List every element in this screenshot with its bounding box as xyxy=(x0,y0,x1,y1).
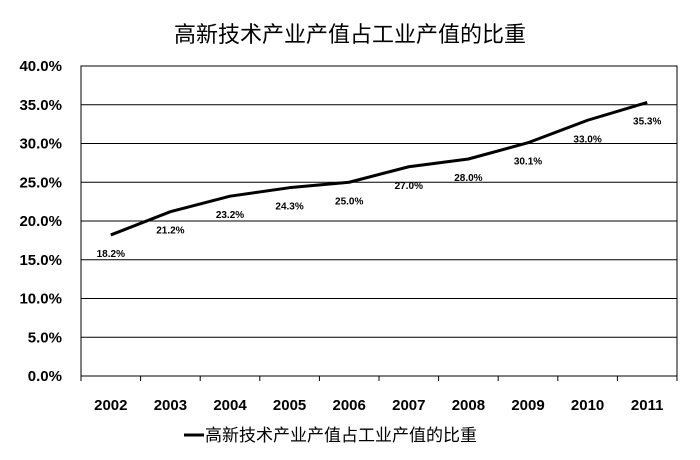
x-tick-label: 2005 xyxy=(273,397,306,414)
x-tick-label: 2009 xyxy=(511,397,544,414)
y-tick-label: 20.0% xyxy=(19,213,62,230)
y-tick-label: 30.0% xyxy=(19,136,62,153)
gridlines xyxy=(80,65,678,377)
legend: 高新技术产业产值占工业产值的比重 xyxy=(184,426,477,446)
x-axis-ticks: 2002 2003 2004 2005 2006 2007 2008 2009 2010 2011 xyxy=(80,376,678,414)
y-tick-label: 0.0% xyxy=(28,368,62,385)
data-label: 23.2% xyxy=(216,210,244,221)
x-tick-label: 2002 xyxy=(94,397,127,414)
data-label: 18.2% xyxy=(97,249,125,260)
y-tick-label: 40.0% xyxy=(19,58,62,75)
chart-title: 高新技术产业产值占工业产值的比重 xyxy=(174,23,526,48)
y-tick-label: 10.0% xyxy=(19,291,62,308)
y-tick-label: 35.0% xyxy=(19,97,62,114)
x-tick-label: 2007 xyxy=(392,397,425,414)
legend-entry: 高新技术产业产值占工业产值的比重 xyxy=(205,426,477,446)
data-labels: 18.2% 21.2% 23.2% 24.3% 25.0% 27.0% 28.0% 30.1%… xyxy=(97,116,662,260)
x-tick-label: 2004 xyxy=(213,397,247,414)
y-tick-label: 15.0% xyxy=(19,252,62,269)
data-label: 25.0% xyxy=(335,196,363,207)
x-tick-label: 2010 xyxy=(571,397,604,414)
x-tick-label: 2008 xyxy=(452,397,485,414)
data-label: 30.1% xyxy=(514,157,542,168)
y-axis-ticks: 0.0% 5.0% 10.0% 15.0% 20.0% 25.0% 30.0% 35.0% 40… xyxy=(19,58,62,385)
series-line xyxy=(110,100,648,237)
y-tick-label: 25.0% xyxy=(19,174,62,191)
data-label: 33.0% xyxy=(573,134,601,145)
x-tick-label: 2011 xyxy=(631,397,664,414)
y-tick-label: 5.0% xyxy=(28,329,62,346)
data-label: 24.3% xyxy=(275,202,303,213)
x-tick-label: 2003 xyxy=(154,397,187,414)
data-label: 35.3% xyxy=(633,116,661,127)
data-label: 27.0% xyxy=(395,181,423,192)
x-tick-label: 2006 xyxy=(333,397,366,414)
data-label: 28.0% xyxy=(454,173,482,184)
data-label: 21.2% xyxy=(156,226,184,237)
series-layer xyxy=(110,100,648,237)
